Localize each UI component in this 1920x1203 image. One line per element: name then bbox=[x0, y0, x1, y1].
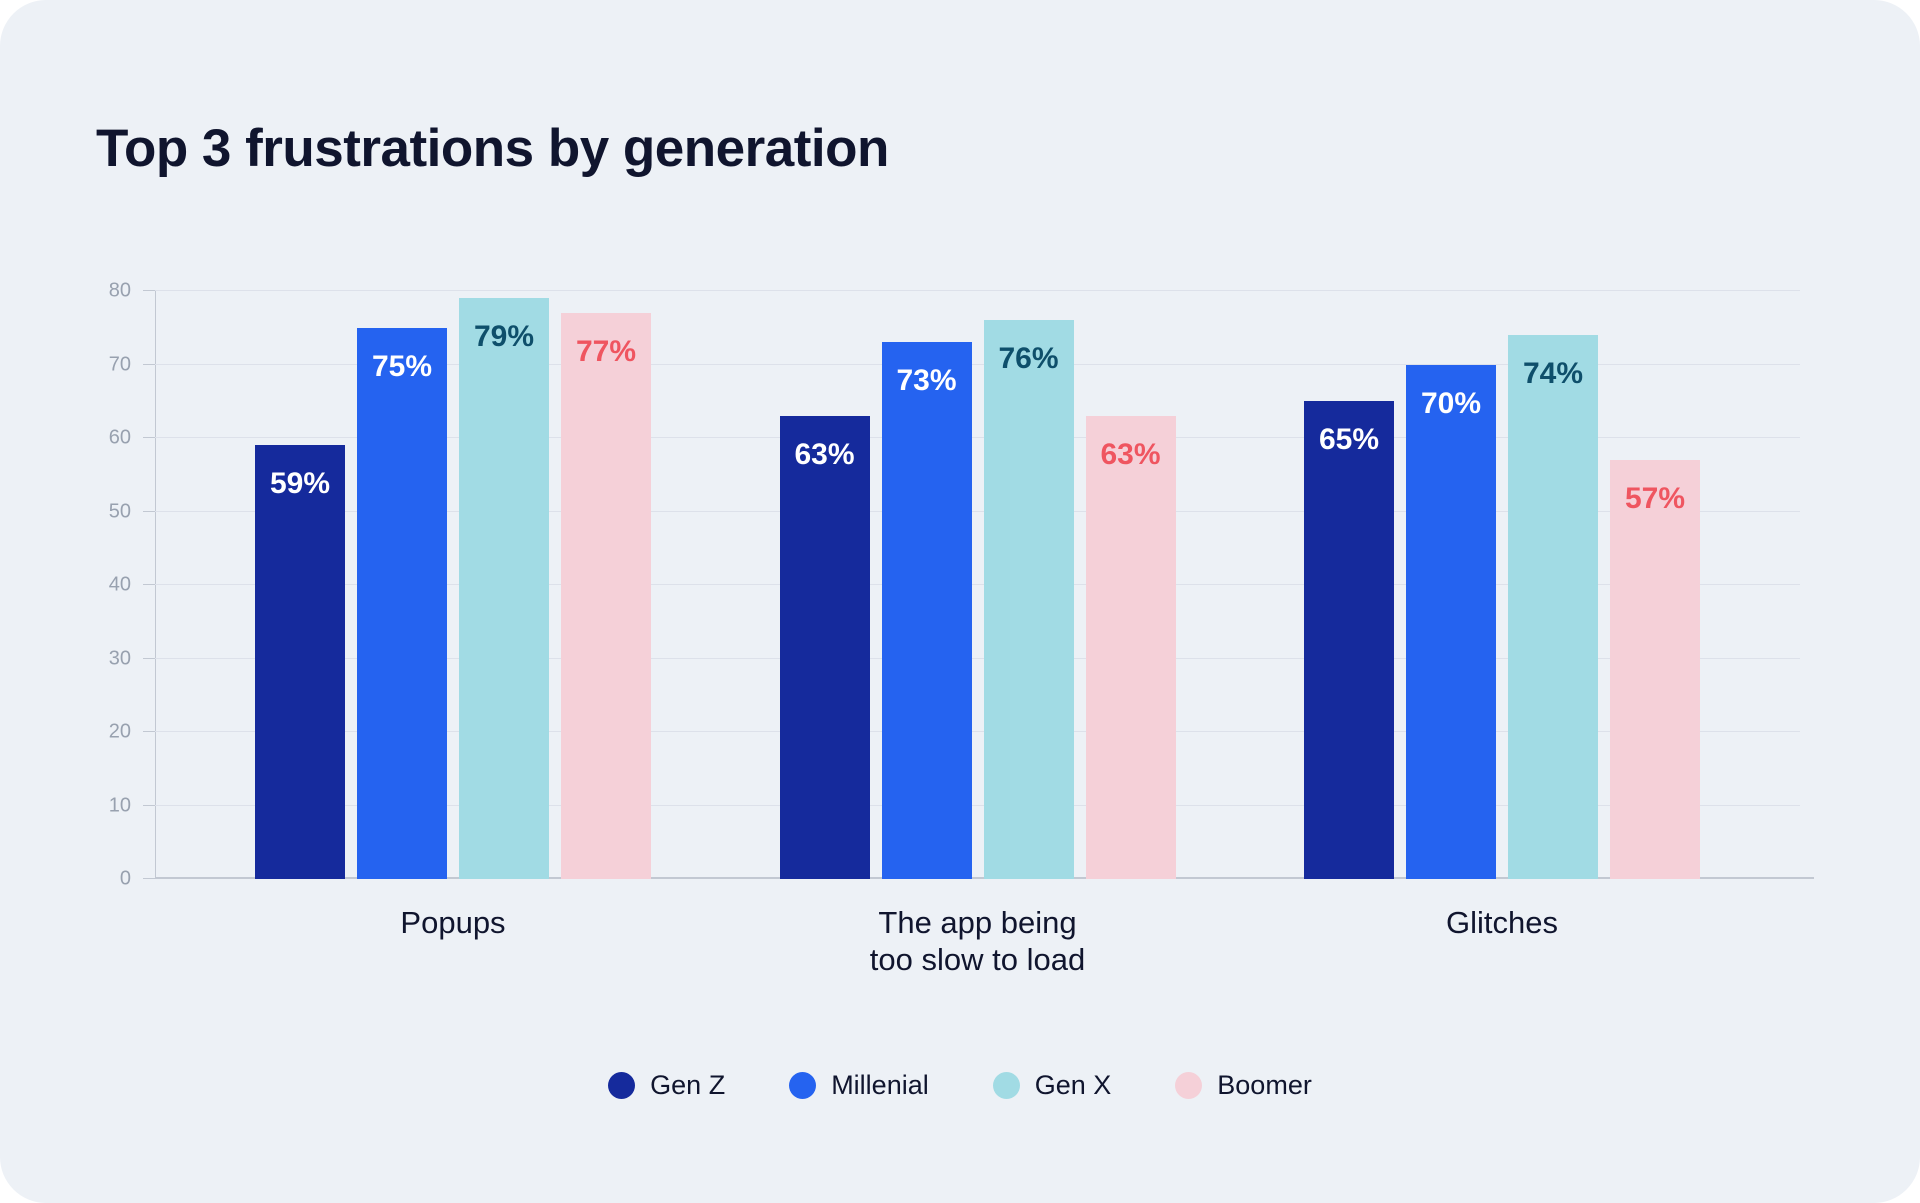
bar-gen-z: 59% bbox=[255, 445, 345, 879]
bar-value-label: 77% bbox=[575, 335, 637, 369]
bar-value-label: 63% bbox=[1100, 437, 1161, 471]
category-label: Popups bbox=[400, 905, 506, 940]
legend-label: Boomer bbox=[1217, 1070, 1312, 1101]
y-tick-label: 40 bbox=[108, 573, 131, 596]
bar-group: 59% 75% 79% 77% bbox=[255, 291, 651, 879]
chart-area: 0 10 20 30 40 50 60 70 80 59% 75% 79% 77% 63% 73% 76% 6… bbox=[109, 280, 1814, 978]
y-axis-tick bbox=[143, 804, 155, 806]
y-axis-tick bbox=[143, 731, 155, 732]
bar-value-label: 73% bbox=[896, 364, 957, 398]
gridline bbox=[155, 584, 1800, 585]
bar-value-label: 57% bbox=[1624, 482, 1686, 516]
gridline bbox=[155, 804, 1800, 806]
bar-millenial: 73% bbox=[881, 342, 972, 879]
legend-item-gen-x: Gen X bbox=[992, 1070, 1112, 1101]
gridline bbox=[155, 510, 1800, 512]
y-tick-label: 80 bbox=[108, 279, 131, 302]
bar-boomer: 77% bbox=[561, 313, 651, 879]
legend-color-dot bbox=[1175, 1072, 1203, 1100]
y-tick-label: 30 bbox=[108, 647, 131, 669]
bar-groups: 59% 75% 79% 77% 63% 73% 76% 63% 65% 70% 74% 57% bbox=[155, 291, 1800, 879]
y-tick-label: 10 bbox=[108, 794, 131, 816]
bar-gen-x: 76% bbox=[983, 320, 1074, 879]
bar-group: 65% 70% 74% 57% bbox=[1304, 291, 1700, 879]
bar-value-label: 70% bbox=[1420, 386, 1482, 420]
y-axis-line bbox=[155, 291, 156, 879]
x-axis-labels: Popups The app being too slow to load Glit… bbox=[155, 905, 1800, 978]
bar-boomer: 57% bbox=[1610, 460, 1700, 879]
plot-area: 0 10 20 30 40 50 60 70 80 59% 75% 79% 77% 63% 73% 76% 6… bbox=[109, 280, 1814, 890]
y-tick-label: 60 bbox=[108, 426, 131, 449]
y-tick-label: 0 bbox=[119, 867, 131, 890]
bar-gen-x: 74% bbox=[1508, 335, 1598, 879]
legend-item-gen-z: Gen Z bbox=[608, 1070, 725, 1101]
y-axis-tick bbox=[143, 437, 155, 438]
y-axis-tick bbox=[143, 290, 155, 291]
bar-value-label: 75% bbox=[371, 349, 433, 383]
legend-label: Millenial bbox=[831, 1070, 929, 1101]
bar-group: 63% 73% 76% 63% bbox=[779, 291, 1176, 879]
legend-item-millenial: Millenial bbox=[789, 1070, 929, 1101]
y-tick-label: 20 bbox=[108, 720, 131, 743]
legend-label: Gen X bbox=[1034, 1070, 1112, 1101]
chart-title: Top 3 frustrations by generation bbox=[96, 119, 889, 178]
bar-value-label: 79% bbox=[473, 320, 535, 354]
category-label: Glitches bbox=[1446, 905, 1558, 940]
bar-gen-x: 79% bbox=[459, 298, 549, 879]
legend-color-dot bbox=[608, 1072, 636, 1100]
legend-color-dot bbox=[789, 1072, 817, 1100]
bar-value-label: 63% bbox=[794, 437, 855, 471]
bar-value-label: 65% bbox=[1318, 423, 1380, 457]
y-axis-tick bbox=[143, 510, 155, 512]
gridline bbox=[155, 363, 1800, 365]
bar-value-label: 76% bbox=[998, 342, 1059, 376]
bar-value-label: 74% bbox=[1522, 357, 1584, 391]
y-tick-label: 70 bbox=[108, 353, 131, 375]
legend-label: Gen Z bbox=[650, 1070, 726, 1101]
bar-gen-z: 63% bbox=[779, 415, 870, 879]
legend: Gen Z Millenial Gen X Boomer bbox=[0, 1070, 1920, 1101]
y-axis-tick bbox=[143, 878, 155, 879]
y-axis-tick bbox=[143, 584, 155, 585]
bar-gen-z: 65% bbox=[1304, 401, 1394, 879]
gridline bbox=[155, 657, 1800, 659]
y-axis-tick bbox=[143, 657, 155, 659]
legend-color-dot bbox=[992, 1072, 1020, 1100]
bar-boomer: 63% bbox=[1085, 415, 1176, 879]
bar-millenial: 70% bbox=[1406, 364, 1496, 879]
gridline bbox=[155, 731, 1800, 732]
bar-value-label: 59% bbox=[269, 467, 331, 501]
gridline bbox=[155, 290, 1800, 291]
legend-item-boomer: Boomer bbox=[1175, 1070, 1312, 1101]
y-axis-tick bbox=[143, 363, 155, 365]
bar-millenial: 75% bbox=[357, 327, 447, 879]
y-tick-label: 50 bbox=[108, 500, 131, 522]
category-label: The app being too slow to load bbox=[869, 905, 1086, 977]
gridline bbox=[155, 437, 1800, 438]
